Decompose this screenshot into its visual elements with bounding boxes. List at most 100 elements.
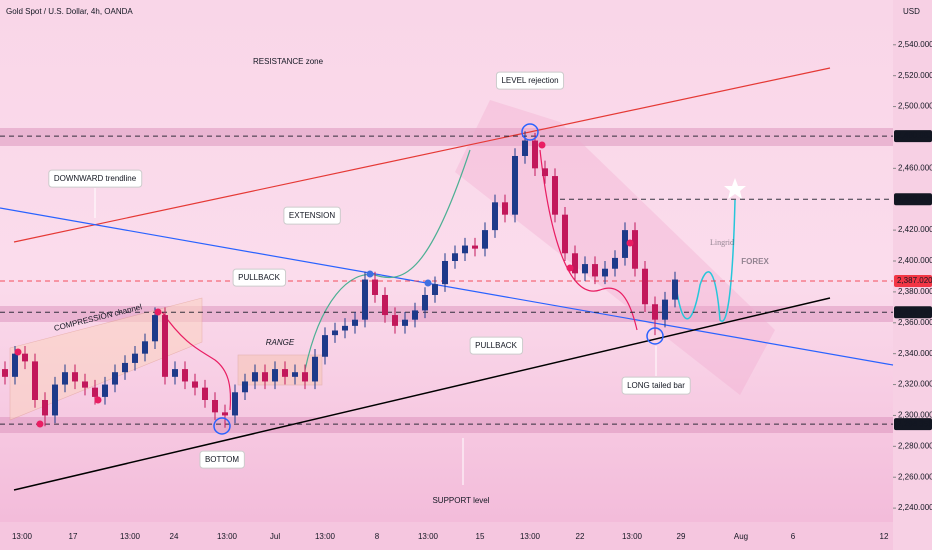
candle-body: [212, 399, 218, 413]
dot: [424, 279, 432, 287]
y-tick-label: 2,380.000: [898, 287, 932, 296]
y-tick-label: 2,340.000: [898, 349, 932, 358]
dot: [154, 308, 162, 316]
annotation-label: PULLBACK: [475, 341, 517, 350]
x-tick-label: 22: [576, 532, 585, 541]
x-tick-label: 13:00: [418, 532, 439, 541]
candle-body: [162, 315, 168, 377]
candle-body: [242, 381, 248, 393]
annotation-label: LEVEL rejection: [501, 76, 558, 85]
candle-body: [282, 369, 288, 377]
y-tick-label: 2,520.000: [898, 71, 932, 80]
price-level-tag: [894, 418, 932, 431]
y-tick-label: 2,360.000: [898, 318, 932, 327]
candle-body: [32, 361, 38, 400]
downward-trendline: [0, 207, 894, 366]
annotation: SUPPORT level: [432, 496, 489, 505]
x-tick-label: Jul: [270, 532, 280, 541]
annotation: RESISTANCE zone: [253, 57, 324, 66]
candle-body: [652, 304, 658, 320]
candle-body: [522, 140, 528, 156]
candle-body: [272, 369, 278, 382]
y-tick-label: 2,500.000: [898, 102, 932, 111]
x-tick-label: 13:00: [315, 532, 336, 541]
annotation-label: SUPPORT level: [432, 496, 489, 505]
candle-body: [182, 369, 188, 382]
price-level-tag: [894, 306, 932, 319]
candle-body: [392, 315, 398, 326]
time-axis-bg: [0, 522, 893, 550]
price-level-tag: [894, 193, 932, 206]
annotation: EXTENSION: [283, 206, 341, 225]
annotation-label: RESISTANCE zone: [253, 57, 324, 66]
dot: [538, 141, 546, 149]
candle-body: [622, 230, 628, 258]
candles: [0, 131, 893, 428]
candle-body: [582, 264, 588, 274]
candle-body: [372, 279, 378, 295]
annotation: DOWNWARD trendline: [48, 169, 143, 188]
candle-body: [592, 264, 598, 277]
candle-body: [132, 353, 138, 363]
candle-body: [442, 261, 448, 285]
candle-body: [422, 294, 428, 311]
annotation-box: [232, 268, 287, 287]
candle-body: [402, 319, 408, 326]
dot: [94, 396, 102, 404]
candle-body: [192, 381, 198, 388]
x-tick-label: 13:00: [12, 532, 33, 541]
annotation-label: DOWNWARD trendline: [54, 174, 137, 183]
x-tick-label: 13:00: [520, 532, 541, 541]
price-level-label: 2,480.883: [897, 131, 932, 140]
watermark: FOREX: [741, 257, 769, 266]
candle-body: [252, 372, 258, 382]
resistance-trendline: [13, 67, 831, 243]
y-tick-label: 2,280.000: [898, 441, 932, 450]
annotation-box: [48, 169, 143, 188]
candle-body: [62, 372, 68, 385]
annotation-box: [621, 376, 691, 395]
candle-body: [12, 353, 18, 377]
candle-body: [72, 372, 78, 382]
price-level-label: 2,366.790: [897, 307, 932, 316]
candle-body: [42, 399, 48, 416]
candle-body: [612, 257, 618, 269]
annotation-label: BOTTOM: [205, 455, 239, 464]
annotation: RANGE: [266, 338, 295, 347]
chart-title: Gold Spot / U.S. Dollar, 4h, OANDA: [6, 7, 133, 16]
candle-body: [642, 268, 648, 305]
candle-body: [92, 387, 98, 397]
candle-body: [602, 268, 608, 277]
support-trendline: [13, 297, 831, 491]
x-tick-label: Aug: [734, 532, 748, 541]
support-band: [0, 417, 893, 433]
candle-body: [312, 356, 318, 382]
projection-path: [675, 199, 736, 323]
currency-label: USD: [903, 7, 920, 16]
annotation-label: EXTENSION: [289, 211, 335, 220]
candle-body: [82, 381, 88, 388]
y-tick-label: 2,420.000: [898, 225, 932, 234]
y-tick-label: 2,260.000: [898, 472, 932, 481]
candle-body: [672, 279, 678, 300]
candle-body: [382, 294, 388, 316]
candle-body: [112, 372, 118, 385]
dot: [366, 270, 374, 278]
candle-body: [102, 384, 108, 397]
x-tick-label: 8: [375, 532, 380, 541]
x-tick-label: 15: [476, 532, 485, 541]
target-star: [724, 178, 746, 199]
candle-body: [342, 325, 348, 331]
x-tick-label: 29: [677, 532, 686, 541]
candle-body: [552, 176, 558, 215]
rejection-marker: [521, 123, 539, 141]
annotation: LEVEL rejection: [495, 71, 565, 90]
candle-body: [222, 412, 228, 416]
x-tick-label: 12: [880, 532, 889, 541]
x-tick-label: 6: [791, 532, 796, 541]
annotation: PULLBACK: [469, 336, 524, 355]
candle-body: [322, 335, 328, 357]
candle-body: [362, 279, 368, 320]
candle-body: [532, 140, 538, 169]
